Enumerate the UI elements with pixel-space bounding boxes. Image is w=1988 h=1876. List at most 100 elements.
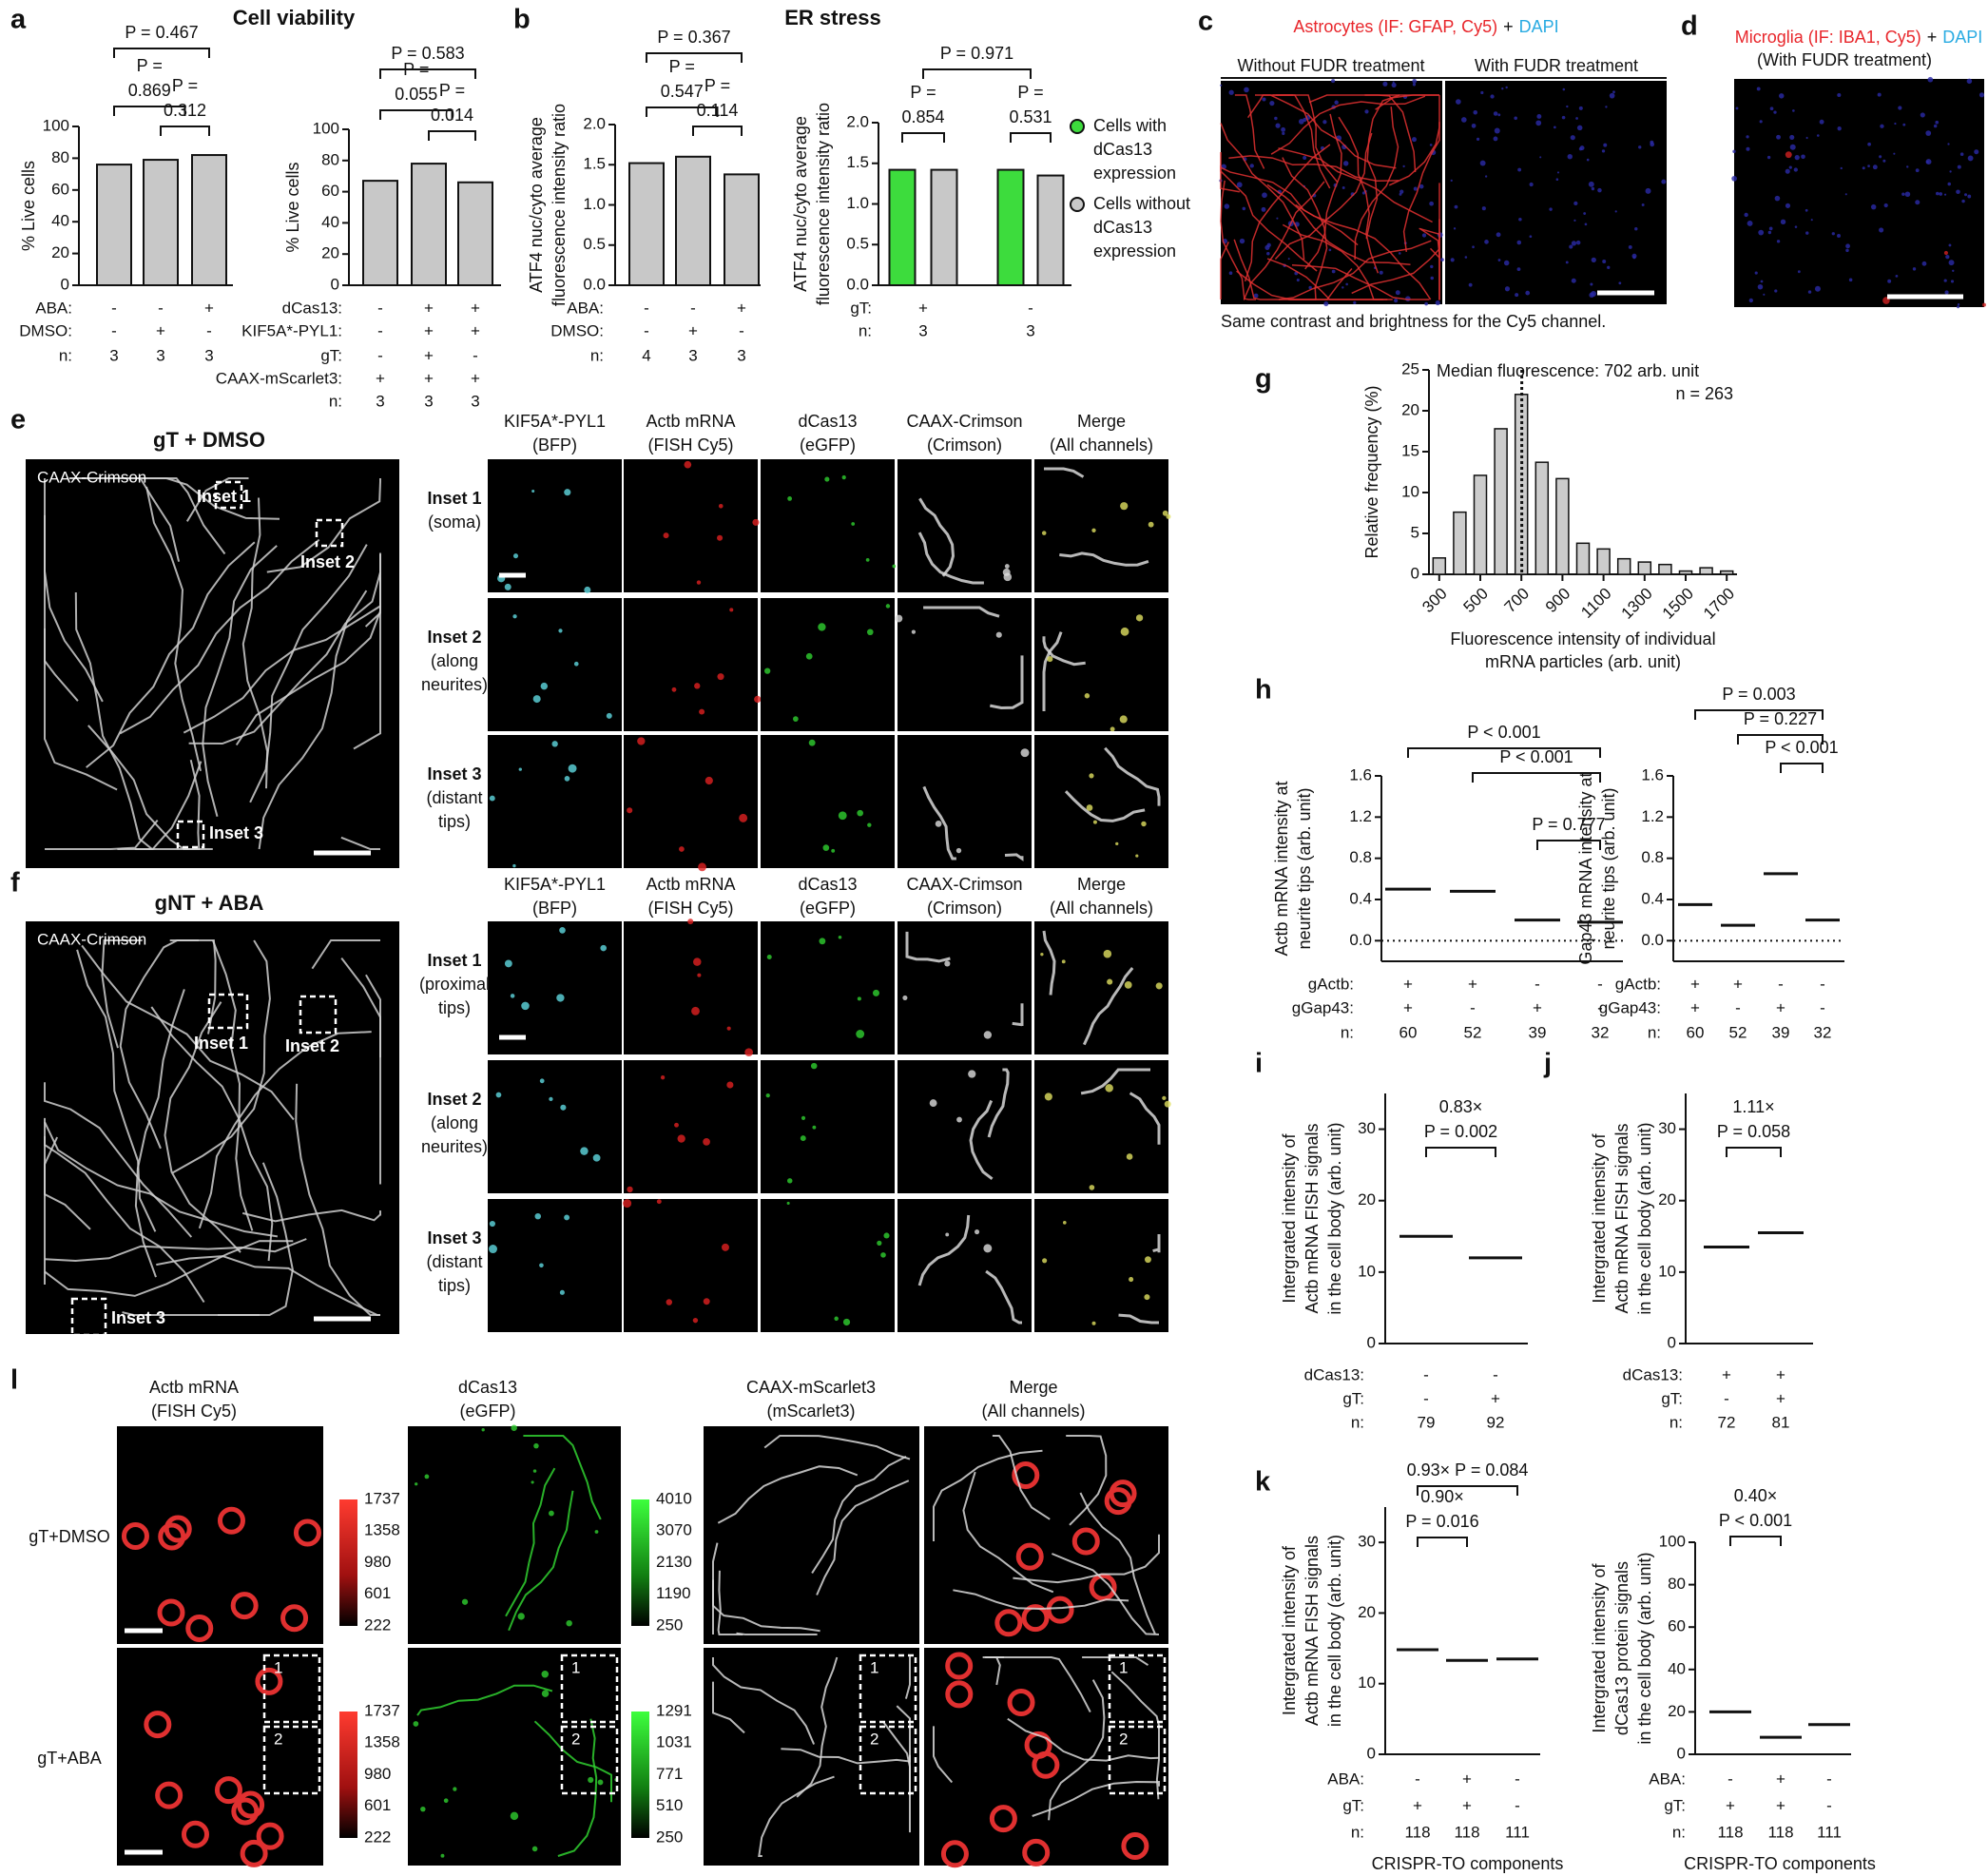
y-axis-label: ATF4 nuc/cyto average	[527, 117, 546, 293]
cell	[1015, 1542, 1044, 1571]
neurite	[1032, 1780, 1160, 1817]
micrograph	[704, 1648, 919, 1866]
y-tick-label: 1.5	[846, 153, 869, 171]
neurite	[1270, 95, 1426, 155]
inset-box	[176, 820, 205, 849]
puncta	[1220, 84, 1223, 87]
y-tick-label: 0.8	[1641, 848, 1664, 866]
neurite	[188, 571, 381, 745]
puncta	[1119, 715, 1128, 724]
puncta	[1236, 182, 1243, 188]
neurite	[1064, 790, 1146, 822]
puncta	[1473, 109, 1478, 115]
puncta	[1493, 111, 1498, 116]
puncta	[1893, 152, 1896, 155]
colorbar-tick-label: 980	[364, 1553, 391, 1571]
puncta	[1952, 269, 1955, 272]
row-label: tips)	[438, 998, 471, 1017]
p-value: 0.854	[901, 107, 944, 126]
puncta	[787, 496, 793, 501]
condition-value: -	[1493, 1365, 1498, 1383]
puncta	[739, 813, 748, 822]
neurite	[1364, 94, 1417, 173]
puncta	[1480, 90, 1484, 95]
condition-value: -	[1423, 1365, 1429, 1383]
neurite	[1233, 239, 1317, 300]
puncta	[637, 737, 646, 745]
condition-value: -	[1534, 975, 1540, 993]
puncta	[1840, 166, 1843, 170]
puncta	[902, 995, 908, 1000]
puncta	[693, 957, 702, 966]
puncta	[1588, 181, 1594, 187]
puncta	[955, 847, 962, 854]
inset-box	[207, 993, 249, 1030]
y-axis-label: % Live cells	[283, 162, 302, 252]
neurite	[1234, 94, 1265, 169]
micrograph	[1034, 459, 1168, 592]
puncta	[1430, 276, 1434, 280]
bar	[191, 154, 227, 286]
puncta	[623, 1199, 632, 1209]
y-tick-label: 5	[1411, 523, 1419, 541]
puncta	[413, 1721, 419, 1727]
puncta	[1092, 820, 1097, 824]
condition-value: 118	[1454, 1823, 1479, 1841]
puncta	[1957, 303, 1960, 306]
puncta	[1517, 167, 1522, 172]
y-tick-label: 1.6	[1641, 765, 1664, 783]
colorbar-tick-label: 1358	[364, 1733, 400, 1751]
puncta	[1614, 210, 1617, 213]
condition-value: +	[1776, 1389, 1785, 1407]
puncta	[1773, 110, 1777, 114]
neurite	[533, 1720, 612, 1803]
puncta	[1982, 302, 1986, 307]
puncta	[1754, 271, 1758, 275]
y-tick-label: 30	[1358, 1533, 1376, 1551]
puncta	[1872, 164, 1878, 170]
condition-label: n:	[859, 321, 872, 339]
condition-value: -	[1820, 998, 1825, 1016]
significance-bracket	[1780, 763, 1824, 773]
condition-value: -	[377, 346, 383, 364]
column-header: (Crimson)	[927, 435, 1002, 454]
y-tick-label: 0.4	[1641, 889, 1664, 907]
y-axis-label: dCas13 protein signals	[1612, 1561, 1631, 1735]
puncta	[1915, 200, 1920, 205]
y-tick-label: 40	[1668, 1659, 1686, 1677]
puncta	[696, 580, 702, 585]
puncta	[1490, 94, 1495, 99]
neurite	[198, 1031, 372, 1229]
puncta	[1947, 182, 1952, 186]
title-part: +	[1927, 28, 1938, 47]
p-value: P < 0.001	[1499, 747, 1573, 766]
puncta	[549, 1096, 553, 1102]
cell	[989, 1805, 1017, 1833]
puncta	[1421, 233, 1427, 238]
inset-number: 1	[274, 1658, 282, 1676]
condition-value: 81	[1772, 1413, 1790, 1431]
puncta	[1576, 125, 1583, 131]
neurite	[169, 939, 217, 1035]
column-header: Merge	[1077, 412, 1126, 431]
neurite	[1266, 258, 1383, 300]
puncta	[1129, 1277, 1134, 1283]
puncta	[1476, 137, 1480, 142]
p-value: 0.531	[1009, 107, 1052, 126]
significance-bracket	[1407, 747, 1601, 758]
condition-value: 60	[1399, 1023, 1418, 1041]
puncta	[1539, 156, 1542, 159]
row-label: tips)	[438, 812, 471, 831]
p-value: 0.90×	[1420, 1487, 1464, 1506]
condition-label: gT:	[1342, 1389, 1364, 1407]
inset-label: Inset 2	[285, 1036, 339, 1055]
colorbar-tick-label: 1031	[656, 1733, 692, 1751]
puncta	[512, 863, 516, 868]
puncta	[556, 994, 565, 1002]
puncta	[679, 846, 685, 852]
panel-label: h	[1255, 675, 1272, 706]
puncta	[1253, 293, 1259, 299]
puncta	[511, 1424, 517, 1432]
neurite	[1220, 166, 1359, 246]
puncta	[1040, 952, 1044, 957]
